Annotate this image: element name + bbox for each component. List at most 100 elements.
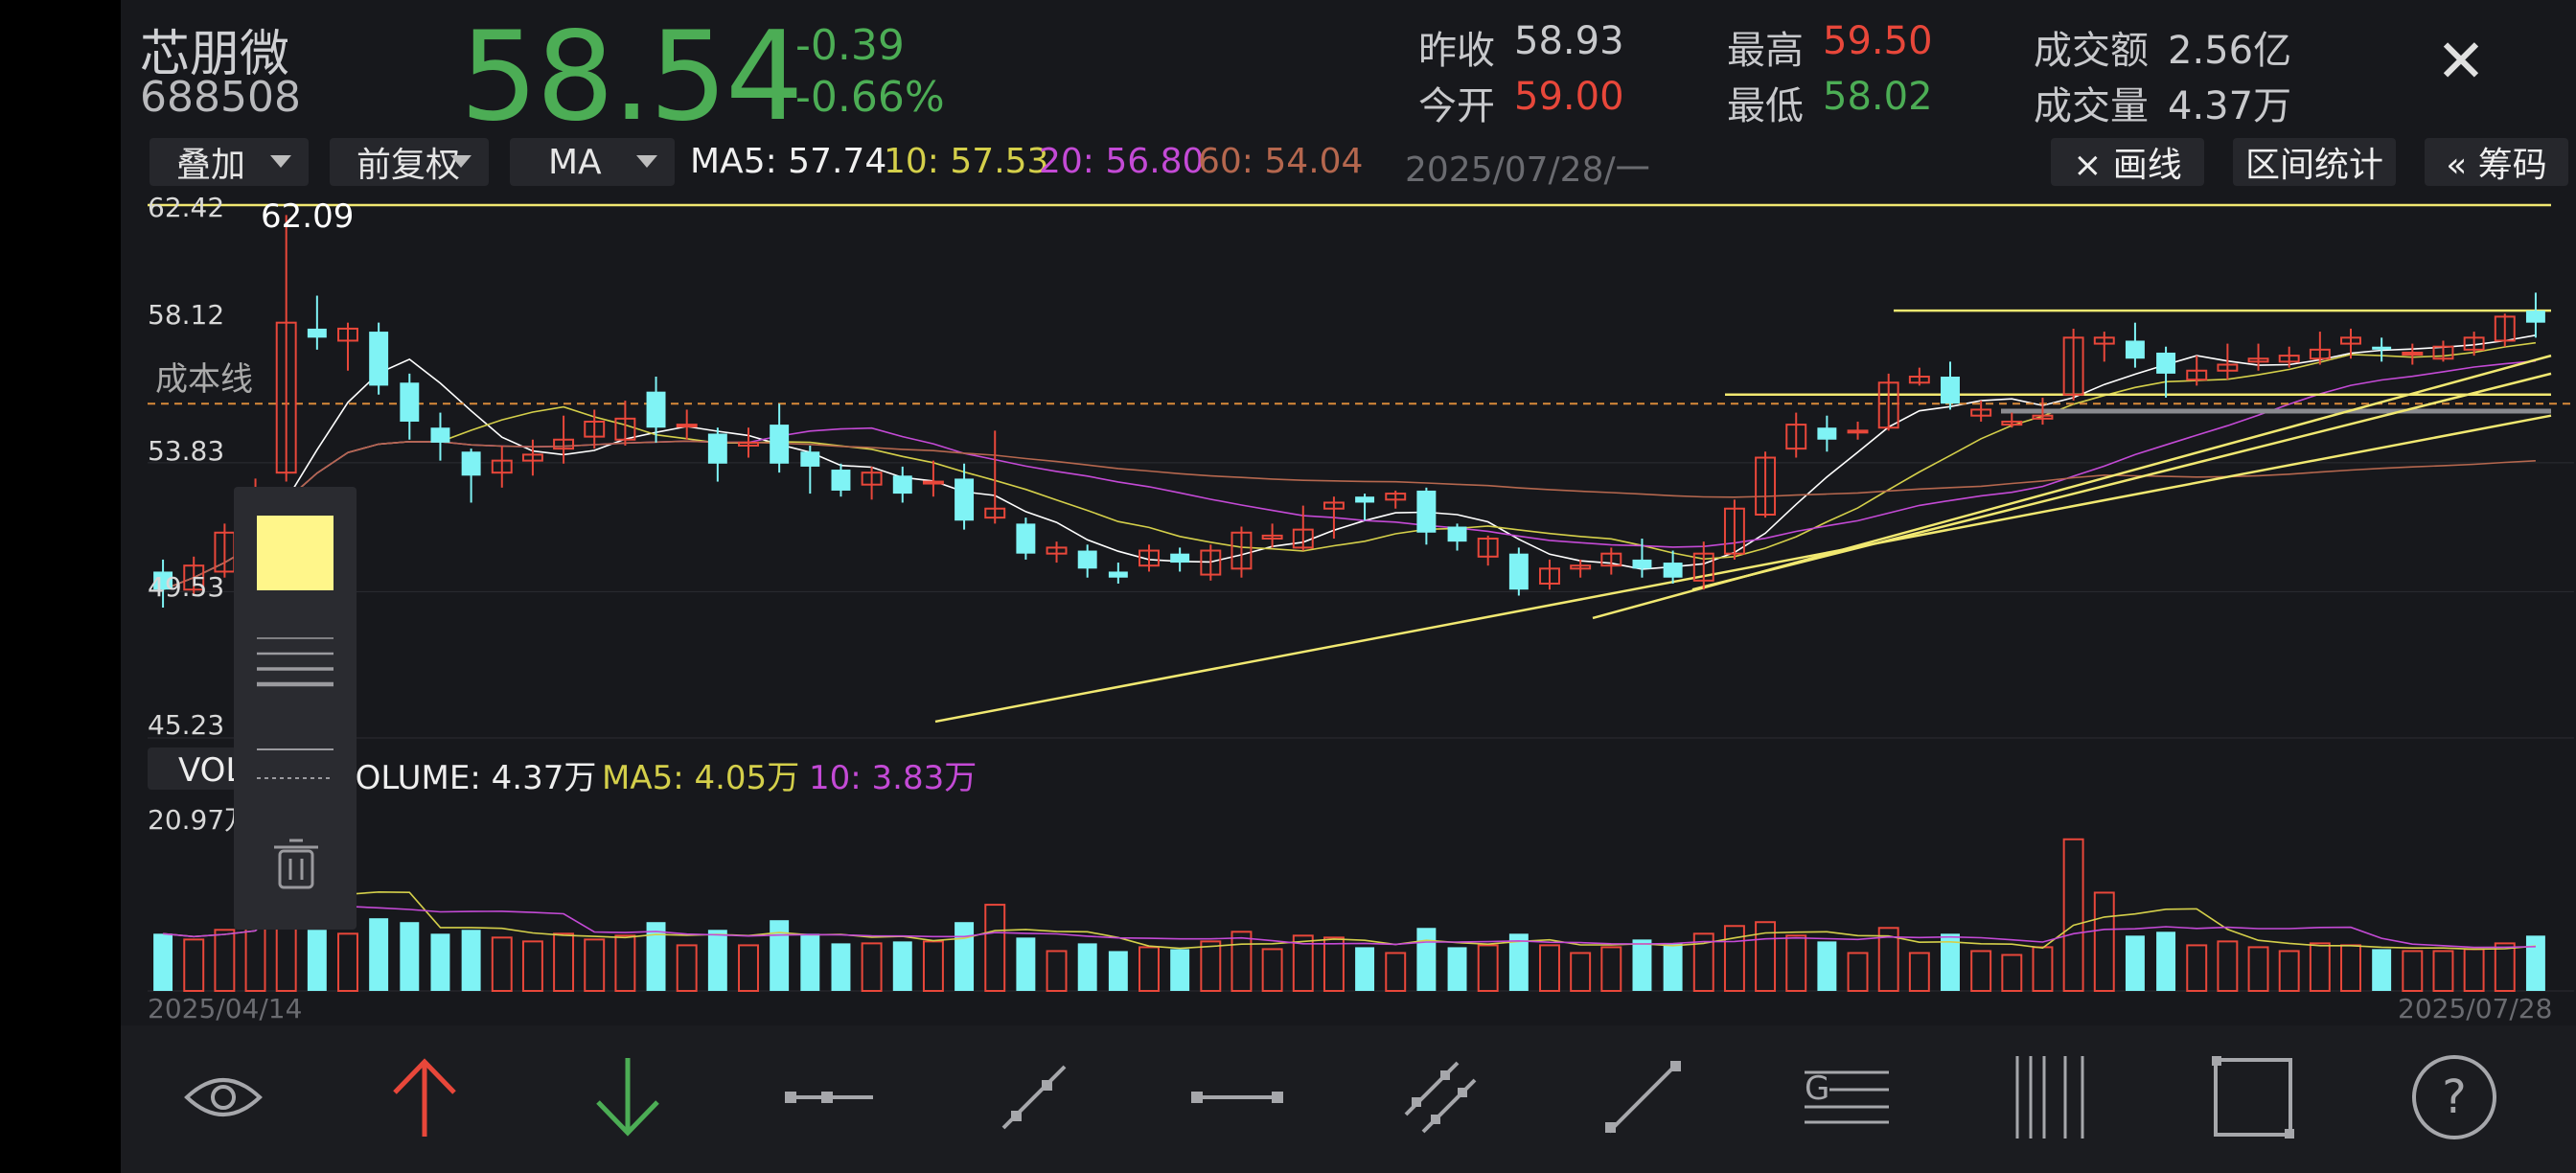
volume-bar: [1355, 947, 1375, 991]
candle-body: [1539, 567, 1560, 585]
price-change: -0.39: [795, 21, 905, 70]
volume-bar: [1539, 944, 1560, 992]
volume-bar: [1170, 949, 1190, 991]
chips-button[interactable]: « 筹码: [2425, 138, 2568, 186]
volume-bar: [2125, 935, 2145, 991]
rectangle-icon[interactable]: [2200, 1054, 2306, 1140]
candle-body: [676, 424, 698, 428]
volume-bar: [2062, 838, 2084, 992]
volume-bar: [1261, 948, 1283, 992]
volume-bar: [707, 930, 727, 991]
volume-bar: [2463, 948, 2485, 992]
volume-bar: [2156, 932, 2176, 991]
volume-bar: [1200, 940, 1222, 993]
volume-bar: [337, 932, 358, 992]
volume-bar: [1416, 928, 1437, 991]
candle-body: [800, 451, 820, 467]
volume-bar: [861, 942, 883, 992]
candle-body: [1170, 553, 1190, 564]
eye-icon[interactable]: [171, 1054, 276, 1140]
candle-body: [2247, 357, 2269, 363]
volume-bar: [1447, 947, 1467, 991]
ma60-line: [162, 440, 2536, 590]
turnover-value: 2.56亿: [2168, 29, 2292, 73]
overlay-dropdown[interactable]: 叠加: [150, 138, 309, 186]
volume-bar: [1663, 943, 1683, 991]
segment-icon[interactable]: [778, 1054, 884, 1140]
candle-body: [2093, 336, 2115, 345]
ray-icon[interactable]: [981, 1054, 1087, 1140]
open-value: 59.00: [1514, 75, 1624, 119]
volume-bar: [2494, 942, 2516, 992]
vol-ma5-line: [163, 890, 2536, 951]
volume-bar: [553, 932, 575, 992]
candle-body: [1817, 427, 1837, 440]
price-axis-l3: 53.83: [148, 435, 225, 467]
candle-body: [1723, 507, 1745, 555]
color-swatch-icon[interactable]: [257, 516, 334, 590]
volume-bar: [831, 943, 851, 991]
candle-body: [1138, 549, 1160, 567]
parallel-channel-icon[interactable]: [1388, 1054, 1493, 1140]
candle-body: [1477, 538, 1499, 558]
close-button[interactable]: ✕: [2436, 26, 2486, 96]
arrow-up-icon[interactable]: [372, 1054, 477, 1140]
drawn-trend-line: [1691, 372, 2552, 591]
volume-bar: [1508, 933, 1529, 991]
volume-bar: [183, 938, 205, 992]
candle-body: [491, 459, 513, 474]
candle-body: [1755, 456, 1777, 516]
turnover-label: 成交额: [2034, 29, 2149, 73]
arrow-down-icon[interactable]: [575, 1054, 680, 1140]
horizontal-line-icon[interactable]: [1184, 1054, 1290, 1140]
volume-bar: [153, 933, 173, 991]
candle-body: [831, 470, 851, 491]
volume-bar: [1138, 946, 1160, 993]
candle-body: [707, 433, 727, 464]
candle-body: [153, 571, 173, 590]
stock-name: 芯朋微: [140, 26, 290, 83]
vol-label: VOL: [178, 751, 244, 790]
current-price: 58.54: [460, 6, 803, 149]
candle-body: [1447, 526, 1467, 542]
candle-body: [1416, 490, 1437, 533]
trash-icon[interactable]: [272, 838, 320, 891]
volume-bar: [2247, 946, 2269, 993]
candle-body: [2186, 369, 2208, 381]
candle-body: [1016, 523, 1036, 554]
candle-body: [1970, 408, 1992, 417]
draw-line-button[interactable]: × 画线: [2051, 138, 2204, 186]
candle-body: [1355, 496, 1375, 503]
volume-bar: [1292, 934, 1314, 993]
volume-bar: [1077, 943, 1097, 991]
start-date: 2025/04/14: [148, 993, 303, 1024]
ma5-value: MA5: 57.74: [690, 142, 887, 181]
line-width-icon[interactable]: [255, 631, 335, 692]
line-style-icon[interactable]: [255, 740, 335, 788]
indicator-dropdown[interactable]: MA: [510, 138, 675, 186]
trend-line-icon[interactable]: [1591, 1054, 1696, 1140]
candle-body: [1292, 528, 1314, 549]
vertical-lines-icon[interactable]: [1997, 1054, 2103, 1140]
volume-value: 4.37万: [2168, 84, 2292, 128]
candle-body: [861, 472, 883, 486]
stock-code: 688508: [140, 73, 301, 122]
volume-bar: [2372, 949, 2392, 991]
candle-body: [1877, 381, 1899, 429]
ma60-value: 60: 54.04: [1198, 142, 1364, 181]
kline-chart[interactable]: [121, 0, 2576, 1173]
candle-body: [1261, 534, 1283, 540]
volume-bar: [922, 940, 944, 993]
candle-body: [2156, 352, 2176, 374]
price-axis-top: 62.42: [148, 192, 225, 223]
gann-icon[interactable]: G: [1794, 1054, 1899, 1140]
range-stats-button[interactable]: 区间统计: [2233, 138, 2396, 186]
candle-body: [553, 438, 575, 450]
help-icon[interactable]: ?: [2402, 1054, 2507, 1140]
candle-body: [461, 451, 481, 476]
volume-bar: [1570, 952, 1592, 992]
high-mark-label: 62.09: [261, 197, 355, 236]
candle-body: [1941, 377, 1960, 404]
adjust-dropdown[interactable]: 前复权: [330, 138, 489, 186]
candle-body: [369, 332, 389, 386]
